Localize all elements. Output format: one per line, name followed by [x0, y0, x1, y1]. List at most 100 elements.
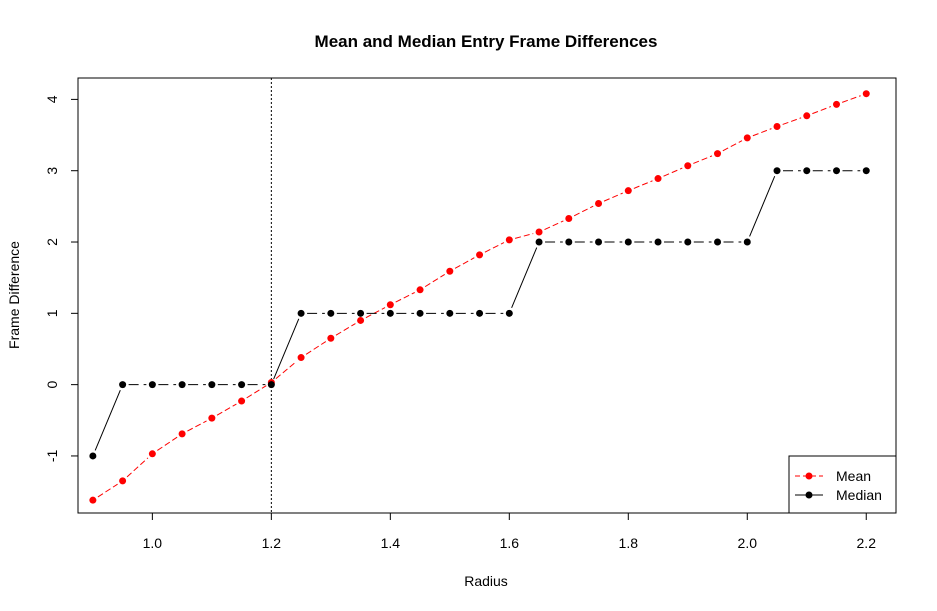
data-point	[833, 167, 841, 175]
legend-mean-marker	[805, 472, 813, 480]
data-point	[833, 100, 841, 108]
data-point	[297, 309, 305, 317]
y-tick-label: 1	[44, 309, 60, 317]
data-point	[565, 214, 573, 222]
y-tick-label: 0	[44, 381, 60, 389]
series-segment	[511, 247, 538, 308]
x-axis: 1.0 1.2 1.4 1.6 1.8 2.0 2.2	[143, 513, 877, 551]
data-point	[178, 430, 186, 438]
y-tick-label: -1	[44, 450, 60, 463]
data-point	[238, 381, 246, 389]
x-tick-label: 1.8	[619, 535, 639, 551]
series-segment	[603, 192, 623, 202]
data-point	[803, 167, 811, 175]
data-point	[446, 309, 454, 317]
data-point	[535, 238, 543, 246]
data-point	[862, 167, 870, 175]
series-segment	[94, 389, 121, 451]
series-segment	[246, 385, 267, 399]
series-segment	[126, 457, 149, 478]
data-point	[208, 414, 216, 422]
data-point	[624, 238, 632, 246]
data-point	[654, 238, 662, 246]
data-point	[743, 134, 751, 142]
data-point	[505, 236, 513, 244]
series-layer	[89, 90, 870, 504]
x-axis-label: Radius	[464, 573, 508, 589]
series-segment	[424, 274, 445, 288]
data-point	[178, 381, 186, 389]
data-point	[357, 309, 365, 317]
plot-frame	[77, 77, 897, 514]
legend-box	[788, 455, 897, 514]
y-axis-label: Frame Difference	[6, 241, 22, 349]
series-segment	[216, 403, 237, 416]
series-segment	[782, 117, 802, 125]
series-segment	[484, 242, 505, 253]
x-tick-label: 1.2	[262, 535, 282, 551]
data-point	[208, 381, 216, 389]
series-segment	[157, 436, 178, 451]
data-point	[505, 309, 513, 317]
data-point	[327, 309, 335, 317]
series-segment	[187, 420, 207, 432]
data-point	[624, 187, 632, 195]
data-point	[684, 238, 692, 246]
data-point	[89, 496, 97, 504]
data-point	[535, 228, 543, 236]
series-mean	[89, 90, 870, 504]
data-point	[595, 238, 603, 246]
data-point	[773, 167, 781, 175]
legend-median-marker	[805, 491, 813, 499]
data-point	[565, 238, 573, 246]
data-point	[119, 477, 127, 485]
data-point	[862, 90, 870, 98]
data-point	[238, 397, 246, 405]
data-point	[297, 354, 305, 362]
chart-title: Mean and Median Entry Frame Differences	[315, 32, 658, 51]
series-segment	[841, 95, 861, 103]
legend-median-label: Median	[836, 487, 882, 503]
series-segment	[693, 155, 713, 164]
y-tick-label: 4	[44, 95, 60, 103]
data-point	[595, 200, 603, 208]
data-point	[386, 301, 394, 309]
series-segment	[544, 220, 564, 231]
series-segment	[275, 361, 297, 380]
data-point	[327, 334, 335, 342]
x-tick-label: 2.0	[738, 535, 758, 551]
data-point	[684, 162, 692, 170]
data-point	[714, 238, 722, 246]
data-point	[743, 238, 751, 246]
series-segment	[273, 318, 300, 380]
y-tick-label: 2	[44, 238, 60, 246]
series-segment	[454, 257, 475, 269]
data-point	[386, 309, 394, 317]
series-segment	[514, 233, 534, 239]
series-segment	[365, 307, 386, 319]
data-point	[416, 286, 424, 294]
data-point	[148, 450, 156, 458]
data-point	[119, 381, 127, 389]
x-tick-label: 1.4	[381, 535, 401, 551]
data-point	[714, 150, 722, 158]
x-tick-label: 2.2	[857, 535, 877, 551]
legend: Mean Median	[788, 455, 897, 514]
series-segment	[722, 140, 743, 152]
series-segment	[752, 128, 772, 137]
data-point	[773, 122, 781, 130]
y-tick-label: 3	[44, 167, 60, 175]
data-point	[654, 175, 662, 183]
data-point	[446, 267, 454, 275]
x-tick-label: 1.0	[143, 535, 163, 551]
series-segment	[395, 292, 415, 303]
x-tick-label: 1.6	[500, 535, 520, 551]
series-segment	[749, 176, 776, 237]
series-segment	[573, 205, 594, 217]
series-segment	[812, 106, 832, 115]
data-point	[416, 309, 424, 317]
data-point	[148, 381, 156, 389]
legend-mean-label: Mean	[836, 468, 871, 484]
data-point	[267, 381, 275, 389]
